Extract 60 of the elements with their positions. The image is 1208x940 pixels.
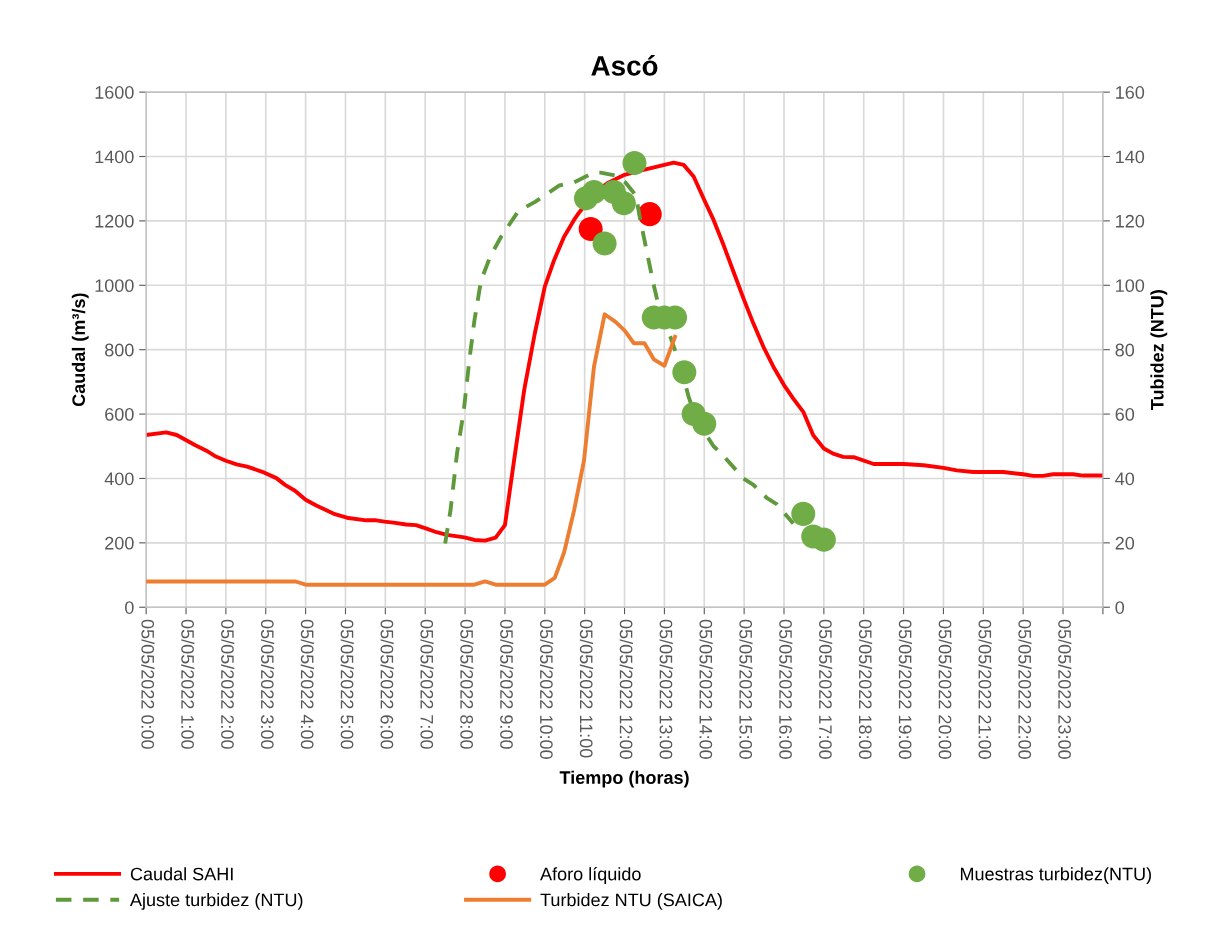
- x-tick-label: 05/05/2022 13:00: [659, 619, 673, 759]
- y-tick-label: 400: [104, 472, 134, 486]
- y-tick-label: 200: [105, 536, 134, 550]
- y2-tick-label: 120: [1116, 214, 1145, 228]
- line-series: [146, 312, 677, 587]
- y-tick-label: 800: [105, 343, 134, 357]
- x-tick-label: 05/05/2022 17:00: [819, 619, 833, 759]
- line-series: [146, 160, 1103, 543]
- x-tick-label: 05/05/2022 22:00: [1018, 619, 1032, 759]
- x-tick-label: 05/05/2022 2:00: [221, 619, 235, 749]
- y2-tick-label: 100: [1116, 279, 1145, 293]
- y-tick-label: 1400: [95, 150, 134, 164]
- point: [692, 411, 717, 436]
- x-tick-label: 05/05/2022 4:00: [300, 619, 315, 749]
- x-tick-label: 05/05/2022 5:00: [340, 619, 354, 749]
- y2-tick-label: 140: [1116, 150, 1145, 164]
- y-tick-label: 1600: [95, 86, 134, 99]
- legend-label: Aforo líquido: [540, 866, 641, 884]
- x-tick-label: 05/05/2022 12:00: [619, 619, 633, 759]
- y2-tick-label: 160: [1116, 86, 1145, 99]
- x-tick-label: 05/05/2022 6:00: [380, 619, 394, 749]
- y2-axis-title: Tubidez (NTU): [1150, 290, 1168, 410]
- y-tick-label: 1200: [95, 214, 134, 228]
- point: [581, 179, 606, 204]
- point: [592, 231, 617, 256]
- point: [791, 501, 816, 526]
- x-tick-label: 05/05/2022 9:00: [500, 619, 514, 749]
- x-tick-label: 05/05/2022 8:00: [460, 619, 474, 749]
- x-tick-label: 05/05/2022 15:00: [739, 619, 753, 759]
- y2-tick-label: 0: [1115, 601, 1125, 614]
- x-tick-label: 05/05/2022 7:00: [420, 619, 434, 749]
- x-tick-label: 05/05/2022 3:00: [260, 619, 275, 749]
- y-tick-label: 1000: [95, 279, 134, 293]
- y-axis-title: Caudal (m³/s): [71, 293, 89, 407]
- y2-tick-label: 20: [1115, 536, 1135, 550]
- y-tick-label: 0: [125, 601, 134, 614]
- point: [622, 150, 647, 175]
- y2-tick-label: 80: [1115, 343, 1135, 357]
- y2-tick-label: 40: [1115, 472, 1135, 486]
- x-tick-label: 05/05/2022 1:00: [181, 619, 195, 749]
- x-tick-label: 05/05/2022 11:00: [579, 619, 594, 758]
- x-tick-label: 05/05/2022 16:00: [779, 619, 793, 759]
- x-tick-label: 05/05/2022 18:00: [858, 619, 873, 759]
- legend-label: Ajuste turbidez (NTU): [129, 893, 303, 910]
- x-tick-label: 05/05/2022 23:00: [1058, 619, 1072, 759]
- legend-label: Muestras turbidez(NTU): [960, 867, 1151, 884]
- x-tick-label: 05/05/2022 19:00: [898, 619, 912, 759]
- x-tick-label: 05/05/2022 10:00: [539, 619, 554, 759]
- x-tick-label: 05/05/2022 21:00: [978, 619, 992, 759]
- point: [672, 360, 697, 385]
- legend-label: Caudal SAHI: [130, 867, 233, 881]
- x-axis-title: Tiempo (horas): [559, 770, 689, 788]
- y2-tick-label: 60: [1115, 408, 1135, 421]
- x-tick-label: 05/05/2022 0:00: [141, 619, 155, 749]
- x-tick-label: 05/05/2022 14:00: [699, 619, 713, 759]
- legend-label: Turbidez NTU (SAICA): [540, 893, 722, 910]
- point: [611, 191, 636, 216]
- y-tick-label: 600: [105, 408, 134, 421]
- chart-title: Ascó: [591, 55, 658, 76]
- x-tick-label: 05/05/2022 20:00: [938, 619, 952, 759]
